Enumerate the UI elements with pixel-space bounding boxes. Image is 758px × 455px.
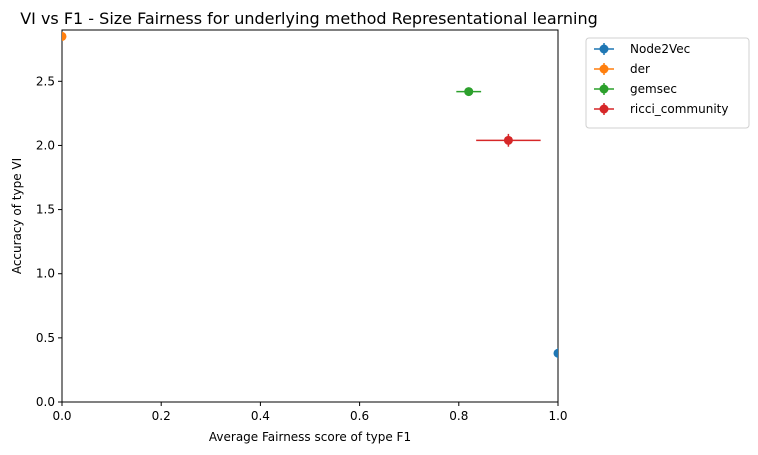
y-axis-ticks: 0.0 0.5 1.0 1.5 2.0 2.5 <box>36 74 62 409</box>
legend-item: Node2Vec <box>594 42 690 56</box>
x-tick-label: 0.8 <box>449 409 468 423</box>
x-tick-label: 0.6 <box>350 409 369 423</box>
legend-label: gemsec <box>630 82 677 96</box>
y-tick-label: 1.5 <box>36 203 55 217</box>
legend-marker <box>599 64 609 74</box>
data-point <box>464 87 474 97</box>
x-axis-label: Average Fairness score of type F1 <box>209 430 411 444</box>
x-tick-label: 1.0 <box>548 409 567 423</box>
x-tick-label: 0.4 <box>251 409 270 423</box>
legend-label: ricci_community <box>630 102 728 116</box>
y-tick-label: 0.0 <box>36 395 55 409</box>
y-tick-label: 2.0 <box>36 138 55 152</box>
data-point <box>503 135 513 145</box>
legend-label: Node2Vec <box>630 42 690 56</box>
y-tick-label: 2.5 <box>36 74 55 88</box>
legend-label: der <box>630 62 650 76</box>
legend-item: der <box>594 62 650 76</box>
series-gemsec <box>456 87 482 97</box>
legend-item: ricci_community <box>594 102 728 116</box>
legend: Node2Vec der gemsec ricci_community <box>585 37 750 129</box>
chart-title: VI vs F1 - Size Fairness for underlying … <box>20 9 598 28</box>
x-tick-label: 0.2 <box>152 409 171 423</box>
y-tick-label: 1.0 <box>36 267 55 281</box>
y-axis-label: Accuracy of type VI <box>10 158 24 274</box>
y-tick-label: 0.5 <box>36 331 55 345</box>
legend-marker <box>599 84 609 94</box>
series-der <box>62 31 67 41</box>
legend-marker <box>599 44 609 54</box>
plot-area <box>61 29 559 403</box>
legend-item: gemsec <box>594 82 677 96</box>
series-ricci-community <box>476 133 541 147</box>
data-markers <box>62 31 558 359</box>
series-node2vec <box>553 348 558 359</box>
legend-frame <box>585 37 750 129</box>
x-tick-label: 0.0 <box>52 409 71 423</box>
x-axis-ticks: 0.0 0.2 0.4 0.6 0.8 1.0 <box>52 402 568 423</box>
legend-marker <box>599 104 609 114</box>
data-point <box>553 348 558 358</box>
data-point <box>62 31 67 41</box>
plot-frame <box>61 29 559 403</box>
